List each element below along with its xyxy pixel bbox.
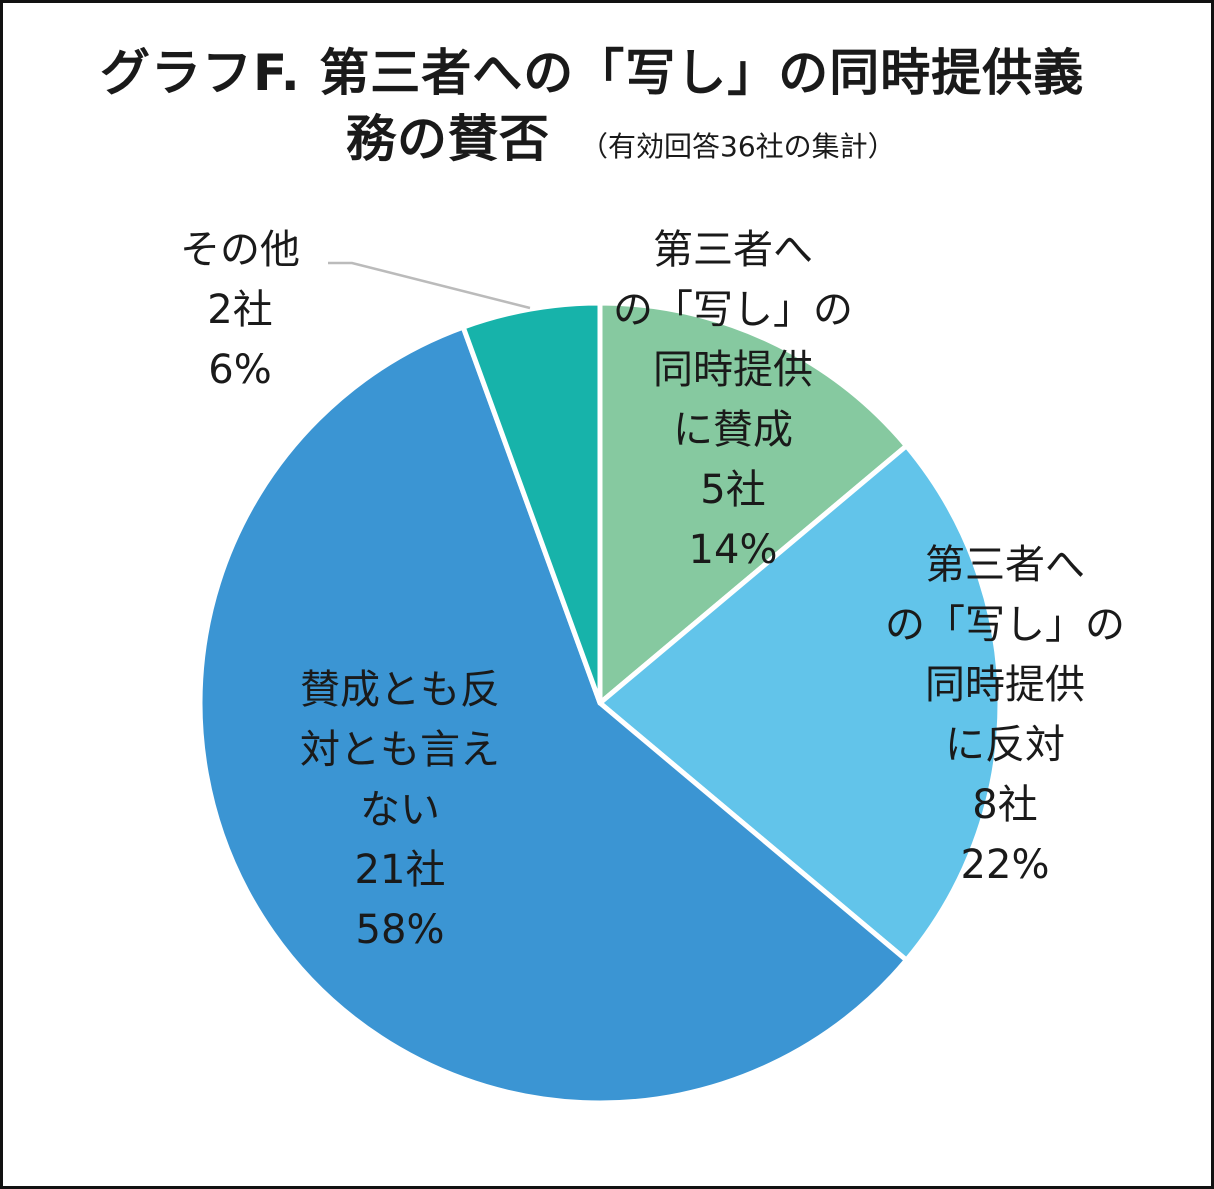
slice-label-oppose-count: 8社: [972, 782, 1038, 828]
chart-title-line1: グラフF. 第三者への「写し」の同時提供義: [100, 44, 1085, 102]
slice-label-approve-category-line: に賛成: [673, 407, 793, 453]
slice-label-approve-category-line: 同時提供: [653, 347, 813, 393]
slice-label-approve-category-line: の「写し」の: [613, 287, 853, 333]
slice-label-oppose-category-line: 同時提供: [925, 662, 1085, 708]
slice-label-oppose-category-line: 第三者へ: [925, 542, 1085, 588]
pie-slice-other: [460, 300, 603, 706]
leader-line-other: [328, 261, 531, 310]
slice-label-oppose: 第三者への「写し」の 同時提供に反対 8社 22%: [870, 535, 1140, 895]
slice-label-approve-percent: 14%: [688, 527, 778, 573]
slice-label-neither-category-line: ない: [360, 787, 440, 833]
pie-slice-oppose: [597, 443, 1003, 963]
slice-label-neither-category-line: 賛成とも反: [300, 667, 500, 713]
slice-label-other-category-line: その他: [180, 227, 300, 273]
chart-title-line2: 務の賛否: [346, 110, 550, 168]
slice-label-oppose-percent: 22%: [960, 842, 1050, 888]
pie-slice-approve: [597, 300, 909, 706]
slice-label-other-percent: 6%: [208, 347, 272, 393]
slice-label-other: その他 2社 6%: [140, 220, 340, 400]
slice-label-neither: 賛成とも反対とも言えない 21社 58%: [250, 660, 550, 960]
slice-label-approve-count: 5社: [700, 467, 766, 513]
slice-label-approve-category-line: 第三者へ: [653, 227, 813, 273]
chart-title-line2-wrap: 務の賛否 （有効回答36社の集計）: [100, 106, 1160, 180]
slice-label-neither-percent: 58%: [355, 907, 445, 953]
slice-label-oppose-category-line: の「写し」の: [885, 602, 1125, 648]
pie-slice-neither: [197, 324, 909, 1106]
slice-label-oppose-category-line: に反対: [945, 722, 1065, 768]
slice-label-approve: 第三者への「写し」の 同時提供に賛成 5社 14%: [598, 220, 868, 580]
slice-label-neither-category-line: 対とも言え: [300, 727, 500, 773]
slice-label-other-count: 2社: [207, 287, 273, 333]
chart-title: グラフF. 第三者への「写し」の同時提供義 務の賛否 （有効回答36社の集計）: [100, 40, 1160, 180]
slice-label-neither-count: 21社: [354, 847, 446, 893]
chart-title-note: （有効回答36社の集計）: [580, 130, 896, 163]
